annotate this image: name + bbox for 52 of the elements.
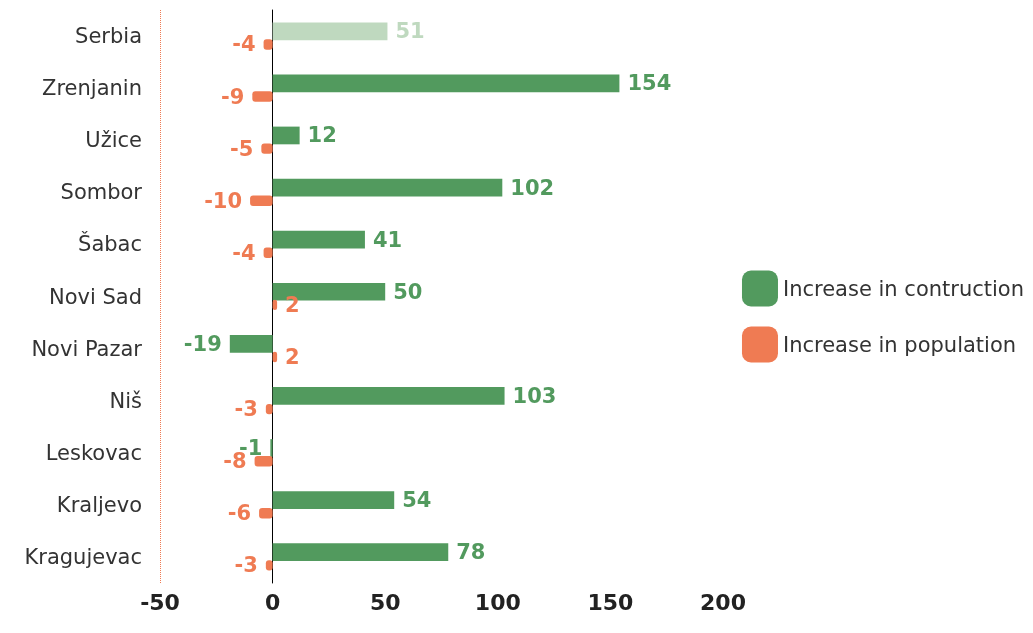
data-label: -3 [234,397,258,422]
bar [272,74,620,93]
legend-label: Increase in population [782,332,1017,357]
data-label: -5 [230,136,254,161]
data-label: 50 [393,279,423,304]
bar [254,455,273,467]
data-label: 41 [372,227,403,252]
y-tick-label: Serbia [75,24,142,49]
bar [272,543,449,562]
y-tick-label: Leskovac [45,440,142,465]
x-tick-label: 200 [700,589,746,615]
data-label: 12 [307,123,337,148]
bar [250,195,273,206]
data-label: 103 [512,383,557,408]
data-label: -9 [221,84,245,109]
data-label: 54 [402,488,432,513]
data-label: 2 [285,292,300,317]
data-label: 102 [510,175,555,200]
y-tick-label: Sombor [60,180,143,205]
bar [272,126,300,145]
data-label: -4 [232,32,256,57]
data-label: 78 [456,540,486,565]
y-tick-label: Užice [85,128,142,153]
bar [272,387,505,405]
data-label: 2 [285,345,300,369]
y-tick-label: Šabac [78,231,142,257]
legend-label: Increase in contruction [782,276,1025,301]
bar [272,178,503,197]
data-label: -3 [234,553,258,578]
data-label: -19 [183,331,222,356]
bar [270,439,273,457]
x-tick-label: 150 [587,589,634,615]
bar [252,91,273,102]
data-label: -6 [227,501,252,526]
x-tick-label: -50 [140,589,180,615]
bar [229,334,273,353]
bar [272,230,365,249]
y-tick-label: Kragujevac [24,544,142,569]
bar [272,491,395,509]
y-tick-label: Novi Sad [48,284,142,309]
x-tick-label: 100 [474,589,521,615]
data-label: -10 [204,188,243,213]
x-tick-label: 50 [369,589,401,615]
data-label: 154 [627,71,672,96]
data-label: 51 [395,19,425,44]
bar [272,22,388,41]
y-tick-label: Novi Pazar [31,336,143,361]
data-label: -4 [232,240,256,265]
y-tick-label: Kraljevo [56,492,142,517]
x-tick-label: 0 [264,589,281,615]
y-tick-label: Niš [109,388,142,413]
y-tick-label: Zrenjanin [42,76,142,101]
